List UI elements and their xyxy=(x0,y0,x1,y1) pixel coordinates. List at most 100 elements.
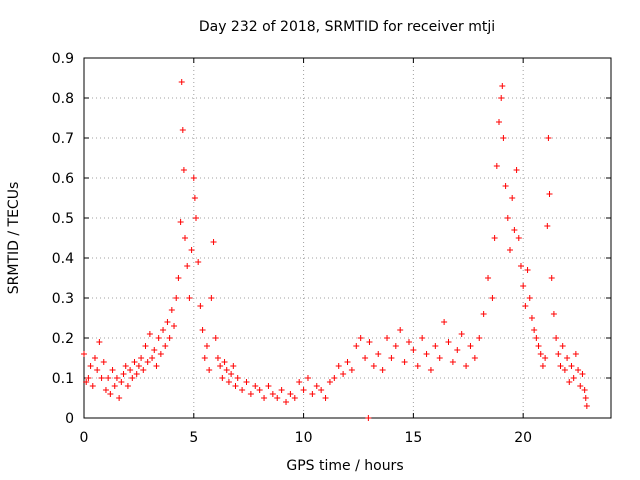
data-point xyxy=(162,343,169,349)
data-point xyxy=(388,355,395,361)
data-point xyxy=(458,331,465,337)
data-point xyxy=(184,263,191,269)
data-point xyxy=(107,391,114,397)
data-point xyxy=(517,263,524,269)
data-point xyxy=(427,367,434,373)
data-point xyxy=(535,343,542,349)
data-point xyxy=(109,367,116,373)
data-point xyxy=(232,383,239,389)
data-point xyxy=(401,359,408,365)
data-point xyxy=(550,311,557,317)
data-point xyxy=(366,339,373,345)
data-point xyxy=(296,379,303,385)
data-point xyxy=(318,387,325,393)
data-point xyxy=(157,351,164,357)
data-point xyxy=(230,363,237,369)
data-point xyxy=(583,403,590,409)
data-point xyxy=(553,335,560,341)
data-point xyxy=(365,415,372,421)
data-point xyxy=(203,343,210,349)
data-point xyxy=(265,383,272,389)
data-point xyxy=(98,375,105,381)
data-point xyxy=(506,247,513,253)
data-point xyxy=(234,375,241,381)
data-point xyxy=(432,343,439,349)
data-point xyxy=(544,223,551,229)
data-point xyxy=(546,191,553,197)
data-point xyxy=(144,359,151,365)
data-point xyxy=(94,367,101,373)
data-point xyxy=(304,375,311,381)
data-point xyxy=(537,351,544,357)
data-point xyxy=(548,275,555,281)
data-point xyxy=(414,363,421,369)
data-point xyxy=(348,367,355,373)
data-point xyxy=(502,183,509,189)
data-point xyxy=(122,363,129,369)
data-point xyxy=(81,351,87,357)
data-point xyxy=(370,363,377,369)
data-point xyxy=(102,387,109,393)
y-tick-label: 0.7 xyxy=(52,131,74,147)
data-point xyxy=(582,395,589,401)
x-axis-label: GPS time / hours xyxy=(286,458,403,474)
data-point xyxy=(300,387,307,393)
data-point xyxy=(331,375,338,381)
data-point xyxy=(100,359,107,365)
data-point xyxy=(564,355,571,361)
data-point xyxy=(83,379,90,385)
data-point xyxy=(499,83,506,89)
y-axis-label: SRMTID / TECUs xyxy=(6,182,22,295)
data-point xyxy=(287,391,294,397)
y-tick-label: 0 xyxy=(65,411,74,427)
data-point xyxy=(175,275,182,281)
x-tick-label: 0 xyxy=(80,430,89,446)
data-point xyxy=(498,95,505,101)
data-point xyxy=(188,247,195,253)
data-point xyxy=(572,351,579,357)
data-point xyxy=(309,391,316,397)
data-point xyxy=(449,359,456,365)
data-point xyxy=(180,167,187,173)
data-point xyxy=(436,355,443,361)
axis-ticks: 0 0.1 0.2 0.3 0.4 0.5 0.6 0.7 0.8 0.9 0 5 10 15 20 xyxy=(52,51,611,446)
data-point xyxy=(566,379,573,385)
data-point xyxy=(212,335,219,341)
data-point xyxy=(531,327,538,333)
plot-frame xyxy=(83,57,612,419)
data-point xyxy=(557,363,564,369)
data-point xyxy=(283,399,290,405)
data-point xyxy=(118,379,125,385)
data-point xyxy=(239,387,246,393)
data-point xyxy=(149,355,156,361)
data-point xyxy=(151,347,158,353)
data-point xyxy=(561,367,568,373)
data-point xyxy=(228,371,235,377)
data-point xyxy=(522,303,529,309)
data-point xyxy=(186,295,193,301)
data-point xyxy=(192,215,199,221)
data-point xyxy=(210,239,217,245)
data-point xyxy=(247,391,254,397)
data-point xyxy=(223,367,230,373)
data-point xyxy=(445,339,452,345)
data-point xyxy=(493,163,500,169)
data-point xyxy=(195,259,202,265)
data-point xyxy=(476,335,483,341)
y-tick-label: 0.8 xyxy=(52,91,74,107)
data-point xyxy=(577,383,584,389)
data-point xyxy=(278,387,285,393)
data-point xyxy=(463,363,470,369)
data-point xyxy=(153,363,160,369)
data-point xyxy=(375,351,382,357)
data-point xyxy=(124,383,131,389)
data-point xyxy=(520,283,527,289)
data-point xyxy=(199,327,206,333)
data-point xyxy=(539,363,546,369)
data-point xyxy=(190,175,197,181)
data-points xyxy=(81,79,590,421)
data-point xyxy=(344,359,351,365)
data-point xyxy=(113,375,120,381)
data-point xyxy=(542,355,549,361)
data-point xyxy=(164,319,171,325)
